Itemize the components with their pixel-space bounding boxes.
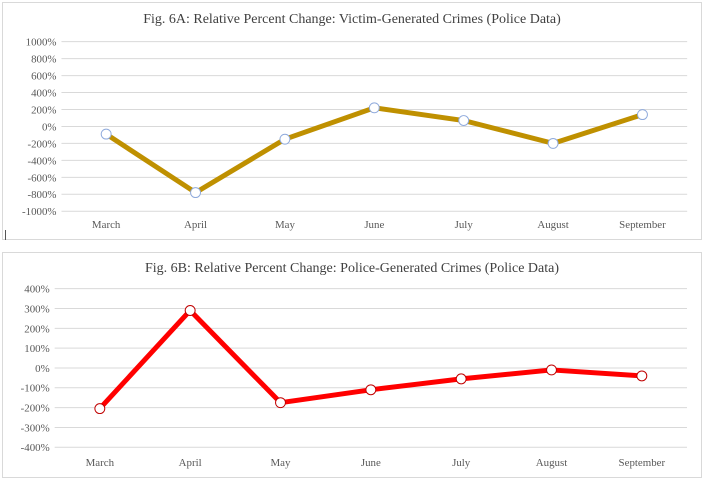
chart-0-y-tick-label: 0% bbox=[42, 121, 57, 133]
chart-0-y-tick-label: 1000% bbox=[26, 37, 57, 49]
chart-0-y-tick-label: -1000% bbox=[22, 206, 56, 218]
chart-0-data-point bbox=[368, 102, 380, 114]
chart-6b-title: Fig. 6B: Relative Percent Change: Police… bbox=[144, 261, 560, 276]
chart-0-y-tick-label: -400% bbox=[27, 155, 56, 167]
chart-0-y-tick-label: 200% bbox=[31, 104, 56, 116]
chart-1-y-tick-label: -400% bbox=[21, 442, 50, 454]
chart-0-y-tick-label: -800% bbox=[27, 189, 56, 201]
chart-0-y-tick-label: 400% bbox=[31, 88, 56, 100]
chart-1-data-point bbox=[365, 384, 377, 396]
chart-panel-6a: 1000% 800% 600% 400% 200% 0% -200% -400% -600% -8… bbox=[2, 2, 702, 240]
chart-1-y-tick-label: -200% bbox=[21, 403, 50, 415]
chart-0-data-point bbox=[637, 109, 648, 121]
chart-1-data-point bbox=[546, 364, 557, 376]
chart-1-x-tick-label: April bbox=[179, 457, 202, 469]
chart-0-y-tick-label: -600% bbox=[27, 172, 56, 184]
chart-6a-title: Fig. 6A: Relative Percent Change: Victim… bbox=[143, 12, 561, 27]
chart-0-x-tick-label: March bbox=[92, 219, 121, 231]
chart-1-y-tick-label: -300% bbox=[21, 422, 50, 434]
chart-1-y-tick-label: 100% bbox=[24, 343, 49, 355]
chart-6a-plot: 1000% 800% 600% 400% 200% 0% -200% -400% -600% -8… bbox=[22, 37, 688, 231]
chart-panel-6b: 400% 300% 200% 100% 0% -100% -200% -300% -400% Ma… bbox=[2, 252, 702, 478]
chart-0-data-point bbox=[100, 128, 112, 140]
chart-1-y-tick-label: 400% bbox=[24, 284, 49, 296]
chart-6b-plot: 400% 300% 200% 100% 0% -100% -200% -300% -400% Ma… bbox=[21, 284, 688, 469]
chart-0-data-point bbox=[279, 133, 291, 145]
chart-0-x-tick-label: April bbox=[184, 219, 207, 231]
chart-0-y-tick-label: -200% bbox=[27, 138, 56, 150]
chart-0-x-tick-label: June bbox=[364, 219, 384, 231]
chart-1-data-point bbox=[636, 370, 648, 382]
chart-0-data-point bbox=[458, 115, 470, 126]
chart-0-series-line bbox=[103, 105, 645, 196]
chart-1-data-point bbox=[275, 397, 286, 409]
chart-1-y-tick-label: 300% bbox=[24, 303, 49, 315]
text-cursor bbox=[5, 230, 6, 240]
chart-0-data-point bbox=[547, 137, 559, 149]
chart-0-x-tick-label: July bbox=[455, 219, 474, 231]
chart-0-x-tick-label: August bbox=[537, 219, 568, 231]
chart-1-x-tick-label: July bbox=[452, 457, 471, 469]
chart-1-data-point bbox=[184, 305, 196, 316]
chart-1-x-tick-label: September bbox=[619, 457, 666, 469]
chart-0-data-point bbox=[190, 187, 201, 199]
chart-1-y-tick-label: 0% bbox=[35, 363, 50, 375]
chart-0-y-tick-label: 600% bbox=[31, 71, 56, 83]
chart-1-x-tick-label: August bbox=[536, 457, 567, 469]
chart-1-y-tick-label: 200% bbox=[24, 323, 49, 335]
chart-0-x-tick-label: September bbox=[619, 219, 666, 231]
chart-1-data-point bbox=[455, 373, 467, 385]
chart-1-x-tick-label: May bbox=[271, 457, 292, 469]
chart-0-x-tick-label: May bbox=[275, 219, 296, 231]
chart-1-x-tick-label: June bbox=[361, 457, 381, 469]
chart-1-y-tick-label: -100% bbox=[21, 383, 50, 395]
chart-1-data-point bbox=[94, 403, 106, 415]
chart-0-y-tick-label: 800% bbox=[31, 54, 56, 66]
chart-1-x-tick-label: March bbox=[86, 457, 115, 469]
